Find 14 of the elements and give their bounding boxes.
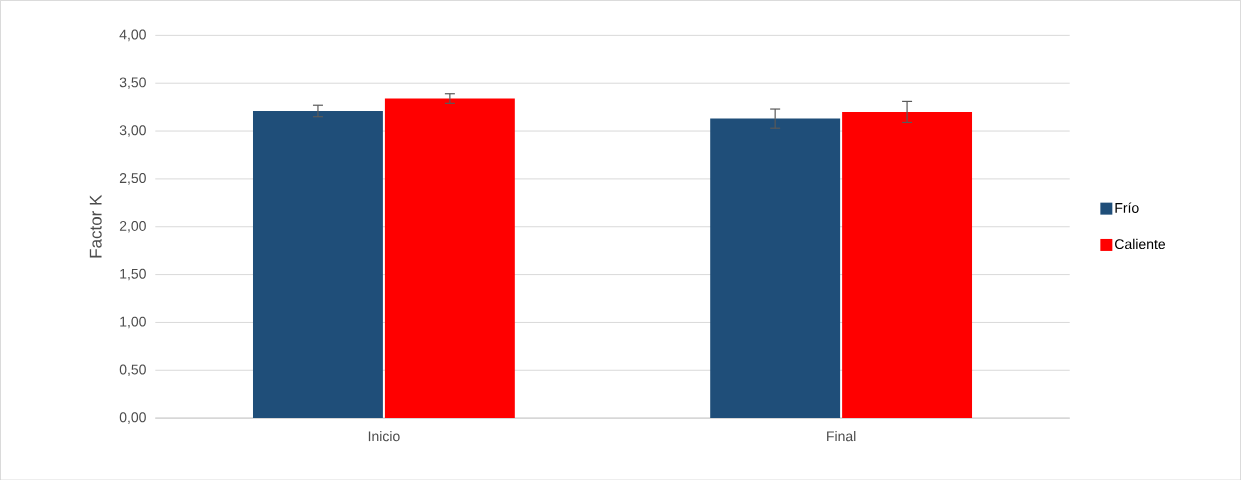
y-tick-label: 1,50 xyxy=(120,268,146,281)
y-tick-label: 2,00 xyxy=(119,220,146,233)
x-tick-label: Final xyxy=(827,430,856,442)
y-axis-title: Factor K xyxy=(89,194,102,258)
y-tick-label: 3,50 xyxy=(119,77,146,89)
legend-label: Frío xyxy=(1115,202,1139,213)
x-tick-label: Inicio xyxy=(368,430,400,442)
legend-label: Caliente xyxy=(1115,238,1166,249)
y-tick-label: 0,50 xyxy=(119,364,146,376)
y-tick-label: 1,00 xyxy=(120,316,146,328)
y-tick-label: 0,00 xyxy=(119,412,146,424)
y-tick-label: 3,00 xyxy=(119,125,146,137)
y-tick-label: 4,00 xyxy=(119,29,146,41)
y-tick-label: 2,50 xyxy=(119,172,146,185)
